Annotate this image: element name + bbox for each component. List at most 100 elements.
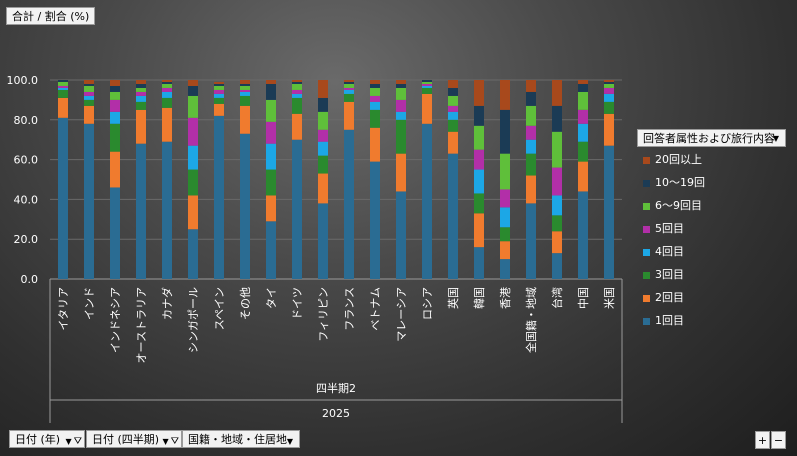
bar-segment (604, 101, 614, 114)
x-tick-label: ロシア (421, 287, 434, 320)
bar-segment (318, 173, 328, 204)
x-tick-label: マレーシア (395, 287, 408, 342)
bar-segment (370, 83, 380, 88)
bar-segment (344, 83, 354, 88)
bar-segment (240, 133, 250, 279)
bar-segment (422, 81, 432, 84)
bar-segment (370, 161, 380, 279)
bar-segment (578, 191, 588, 279)
bar-segment (500, 259, 510, 279)
bar-segment (240, 95, 250, 106)
bar-segment (188, 169, 198, 196)
y-tick-label: 40.0 (14, 193, 39, 206)
bar-segment (448, 131, 458, 154)
bar-segment (422, 93, 432, 124)
dropdown-arrow-icon: ▼ (162, 437, 169, 446)
bar-segment (58, 89, 68, 98)
bar-segment (578, 91, 588, 110)
legend-swatch (643, 271, 650, 279)
bar-segment (292, 113, 302, 140)
dropdown-arrow-icon: ▼ (286, 437, 293, 446)
bar-segment (448, 95, 458, 106)
bar-segment (474, 193, 484, 214)
bar-segment (370, 87, 380, 96)
bar-segment (344, 81, 354, 84)
bar-segment (240, 105, 250, 134)
bar-segment (58, 117, 68, 279)
bar-segment (396, 111, 406, 120)
quarter-filter-button[interactable]: 日付 (四半期) ▼ ⛛ (86, 430, 182, 448)
year-filter-label: 日付 (年) (15, 433, 61, 446)
bar-segment (370, 109, 380, 128)
bar-segment (110, 91, 120, 100)
bar-segment (526, 91, 536, 106)
bar-segment (162, 87, 172, 92)
bar-segment (552, 253, 562, 279)
bar-segment (604, 87, 614, 94)
y-tick-label: 100.0 (7, 74, 39, 87)
legend-swatch (643, 317, 650, 325)
legend-label: 5回目 (655, 222, 684, 235)
bar-segment (136, 87, 146, 92)
bar-segment (448, 119, 458, 132)
value-field-button[interactable]: 合計 / 割合 (%) (6, 7, 96, 25)
bar-segment (578, 109, 588, 124)
legend-field-button[interactable]: 回答者属性および旅行内容 ▼ (637, 129, 786, 147)
bar-segment (422, 87, 432, 94)
bar-segment (110, 151, 120, 188)
legend-item: 6〜9回目 (643, 199, 702, 213)
bar-segment (422, 123, 432, 279)
bar-segment (136, 109, 146, 144)
legend-label: 3回目 (655, 268, 684, 281)
filter-funnel-icon: ⛛ (170, 436, 179, 447)
bar-segment (396, 99, 406, 112)
bar-segment (552, 167, 562, 196)
expand-field-button[interactable]: + (755, 431, 770, 449)
legend-item: 4回目 (643, 245, 684, 259)
legend-item: 2回目 (643, 291, 684, 305)
bar-segment (110, 123, 120, 152)
collapse-field-button[interactable]: − (771, 431, 786, 449)
bar-segment (58, 87, 68, 90)
y-tick-label: 20.0 (14, 233, 39, 246)
bar-segment (474, 105, 484, 126)
bar-segment (136, 91, 146, 96)
bar-segment (110, 111, 120, 124)
x-tick-label: 韓国 (473, 287, 486, 309)
country-filter-button[interactable]: 国籍・地域・住居地 ▼ (182, 430, 300, 448)
year-filter-button[interactable]: 日付 (年) ▼ ⛛ (9, 430, 85, 448)
bar-segment (526, 175, 536, 204)
bar-segment (526, 153, 536, 176)
bar-segment (214, 89, 224, 94)
bar-segment (474, 149, 484, 170)
bar-segment (474, 80, 484, 106)
bar-segment (266, 221, 276, 279)
bar-segment (422, 83, 432, 86)
bar-segment (136, 80, 146, 84)
bar-segment (318, 141, 328, 156)
bar-segment (578, 123, 588, 142)
bar-segment (604, 80, 614, 82)
bar-segment (58, 85, 68, 88)
bar-segment (214, 93, 224, 98)
bar-segment (474, 247, 484, 279)
bar-segment (240, 85, 250, 90)
bar-segment (162, 80, 172, 82)
quarter-filter-label: 日付 (四半期) (92, 433, 160, 446)
bar-segment (344, 101, 354, 130)
bar-segment (474, 169, 484, 194)
minus-icon: − (773, 434, 784, 447)
bar-segment (500, 207, 510, 228)
bar-segment (526, 105, 536, 126)
x-tick-label: フィリピン (317, 287, 330, 342)
x-tick-label: シンガポール (187, 287, 200, 353)
bar-segment (526, 125, 536, 140)
bar-segment (84, 123, 94, 279)
y-tick-label: 80.0 (14, 114, 39, 127)
bar-segment (188, 80, 198, 86)
bar-segment (526, 139, 536, 154)
bar-segment (214, 115, 224, 279)
bar-segment (396, 191, 406, 279)
x-tick-label: ドイツ (291, 287, 304, 320)
bar-segment (136, 83, 146, 88)
